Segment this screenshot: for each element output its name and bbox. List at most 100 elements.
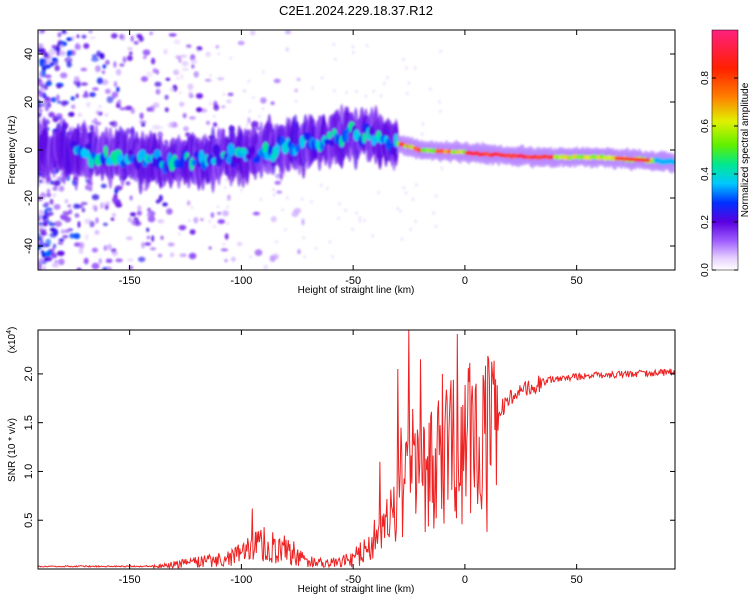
noise-dot — [45, 207, 53, 212]
noise-dot — [42, 215, 47, 220]
noise-dot — [190, 206, 194, 210]
noise-dot — [129, 51, 133, 55]
noise-dot — [221, 105, 226, 109]
y-tick-label: 0 — [23, 147, 35, 153]
noise-dot — [42, 265, 46, 270]
noise-dot — [247, 117, 251, 124]
noise-dot — [59, 51, 66, 56]
noise-dot — [151, 235, 155, 242]
noise-dot — [38, 257, 44, 262]
noise-dot — [274, 180, 282, 185]
noise-dot — [402, 186, 406, 190]
noise-dot — [48, 48, 56, 56]
noise-dot — [130, 35, 134, 42]
noise-dot — [179, 253, 187, 258]
spectrogram-x-label: Height of straight line (km) — [298, 285, 415, 296]
noise-dot — [213, 114, 216, 118]
noise-dot — [173, 39, 181, 45]
noise-dot — [38, 43, 44, 49]
noise-dot — [44, 220, 52, 224]
noise-dot — [113, 81, 118, 88]
noise-dot — [55, 94, 60, 102]
noise-dot — [311, 86, 314, 90]
noise-dot — [275, 240, 278, 244]
noise-dot — [209, 73, 212, 77]
noise-dot — [281, 208, 284, 212]
noise-dot — [258, 114, 261, 118]
y-tick-label: 1.5 — [23, 415, 35, 430]
x-tick-label: 0 — [462, 574, 468, 586]
noise-dot — [137, 205, 142, 212]
noise-dot — [115, 68, 122, 76]
noise-dot — [396, 207, 399, 210]
noise-dot — [178, 224, 187, 231]
noise-dot — [75, 42, 80, 48]
noise-dot — [95, 217, 99, 224]
noise-dot — [126, 55, 133, 62]
band-core — [671, 159, 675, 166]
noise-dot — [170, 252, 175, 258]
band-core — [245, 152, 252, 161]
noise-dot — [164, 94, 169, 100]
noise-dot — [157, 131, 164, 139]
noise-dot — [222, 210, 229, 217]
noise-dot — [213, 224, 216, 228]
noise-dot — [314, 246, 317, 250]
noise-dot — [51, 57, 58, 62]
noise-dot — [167, 242, 175, 247]
noise-dot — [176, 124, 179, 128]
noise-dot — [103, 245, 108, 252]
noise-dot — [129, 212, 137, 217]
noise-dot — [224, 259, 228, 263]
noise-dot — [81, 207, 86, 213]
noise-dot — [48, 111, 55, 118]
noise-dot — [119, 63, 125, 67]
y-tick-label: 0.5 — [23, 513, 35, 528]
noise-dot — [44, 257, 49, 261]
noise-dot — [56, 176, 64, 180]
noise-dot — [326, 187, 329, 190]
noise-dot — [38, 252, 42, 256]
snr-x-ticks: -150 -100 -50 0 50 — [119, 330, 583, 586]
noise-dot — [54, 220, 62, 227]
noise-dot — [379, 94, 383, 98]
noise-dot — [151, 57, 156, 65]
noise-dot — [352, 50, 355, 54]
x-tick-label: 0 — [462, 275, 468, 287]
snr-plot-area — [38, 330, 675, 569]
noise-dot — [196, 49, 199, 53]
noise-dot — [140, 76, 149, 82]
noise-dot — [399, 209, 402, 213]
noise-dot — [92, 87, 99, 91]
noise-dot — [106, 266, 112, 270]
noise-dot — [67, 204, 72, 208]
noise-dot — [328, 240, 332, 244]
noise-dot — [371, 234, 374, 238]
noise-dot — [101, 70, 106, 74]
noise-dot — [435, 194, 438, 198]
noise-dot — [40, 192, 46, 200]
band-core — [193, 151, 200, 158]
noise-dot — [58, 238, 65, 242]
noise-dot — [66, 51, 72, 57]
noise-dot — [113, 61, 117, 68]
noise-dot — [259, 197, 263, 201]
noise-dot — [386, 76, 389, 80]
noise-dot — [252, 211, 260, 216]
noise-dot — [95, 110, 100, 115]
noise-dot — [144, 242, 152, 246]
noise-dot — [45, 57, 51, 65]
noise-dot — [115, 104, 121, 108]
noise-dot — [407, 81, 411, 85]
noise-dot — [49, 227, 56, 232]
noise-dot — [73, 76, 80, 81]
noise-dot — [62, 235, 69, 239]
x-tick-label: -150 — [119, 574, 141, 586]
noise-dot — [240, 188, 243, 192]
colorbar-tick-label: 0.8 — [700, 71, 711, 85]
band-core — [227, 143, 235, 157]
noise-dot — [213, 104, 220, 111]
noise-dot — [52, 193, 57, 198]
noise-dot — [91, 262, 100, 270]
noise-dot — [165, 77, 171, 81]
